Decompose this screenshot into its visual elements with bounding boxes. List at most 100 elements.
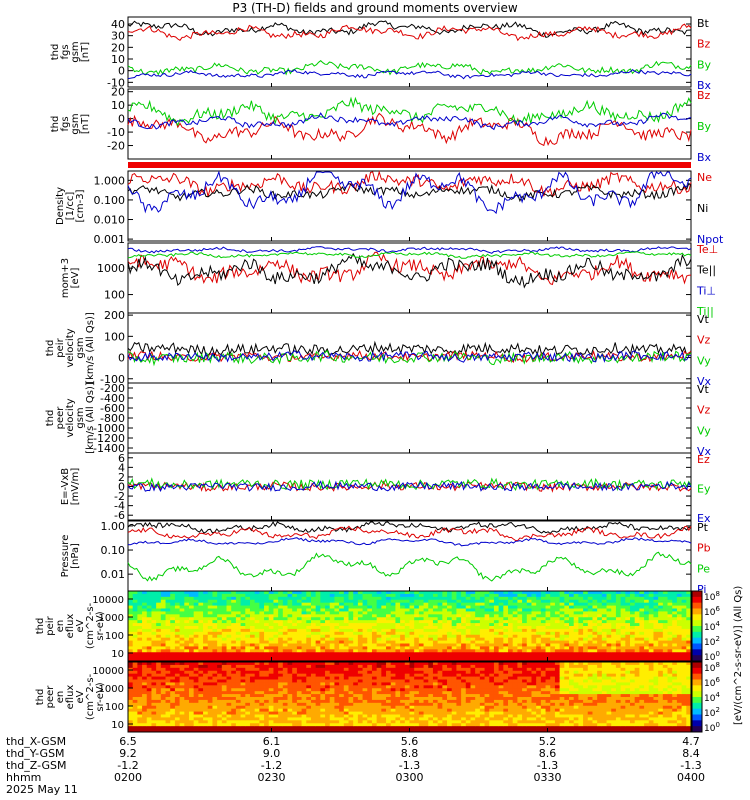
spectrogram-cell: [634, 637, 640, 641]
spectrogram-cell: [573, 599, 579, 604]
spectrogram-cell: [235, 714, 241, 718]
spectrogram-cell: [132, 667, 138, 672]
spectrogram-cell: [254, 626, 260, 630]
spectrogram-cell: [137, 685, 143, 689]
spectrogram-cell: [212, 717, 218, 721]
spectrogram-cell: [540, 605, 546, 609]
spectrogram-cell: [390, 611, 396, 615]
spectrogram-cell: [156, 593, 162, 598]
ylabel-line: mom+3: [60, 258, 71, 298]
spectrogram-cell: [198, 685, 204, 689]
spectrogram-cell: [526, 602, 532, 606]
spectrogram-cell: [648, 637, 654, 641]
spectrogram-cell: [672, 634, 678, 639]
spectrogram-cell: [268, 593, 274, 598]
spectrogram-cell: [226, 596, 232, 601]
spectrogram-cell: [400, 602, 406, 606]
spectrogram-cell: [573, 596, 579, 601]
spectrogram-cell: [686, 631, 692, 636]
spectrogram-cell: [329, 649, 335, 653]
spectrogram-cell: [686, 596, 692, 601]
spectrogram-cell: [456, 634, 462, 639]
spectrogram-cell: [296, 717, 302, 721]
legend-Pi: Pi: [697, 583, 706, 596]
spectrogram-cell: [132, 593, 138, 598]
spectrogram-cell: [296, 649, 302, 653]
spectrogram-cell: [174, 676, 181, 680]
spectrogram-cell: [447, 649, 453, 653]
spectrogram-cell: [310, 623, 317, 627]
spectrogram-cell: [583, 608, 589, 612]
spectrogram-cell: [142, 667, 148, 672]
spectrogram-cell: [404, 602, 410, 606]
spectrogram-cell: [484, 702, 490, 707]
spectrogram-cell: [179, 662, 185, 666]
spectrogram-cell: [240, 685, 246, 689]
spectrogram-cell: [212, 697, 218, 701]
spectrogram-cell: [259, 658, 265, 662]
spectrogram-cell: [540, 608, 546, 612]
spectrogram-cell: [353, 634, 359, 639]
spectrogram-cell: [301, 614, 307, 618]
spectrogram-cell: [404, 614, 410, 618]
spectrogram-cell: [249, 626, 256, 630]
spectrogram-cell: [339, 611, 345, 615]
spectrogram-cell: [235, 605, 241, 609]
spectrogram-cell: [432, 593, 439, 598]
spectrogram-cell: [531, 637, 537, 641]
spectrogram-cell: [540, 620, 546, 624]
spectrogram-cell: [343, 649, 349, 653]
spectrogram-cell: [512, 593, 518, 598]
spectrogram-cell: [287, 658, 293, 662]
spectrogram-cell: [193, 720, 199, 724]
spectrogram-cell: [264, 626, 270, 630]
spectrogram-cell: [461, 697, 467, 701]
spectrogram-cell: [142, 662, 148, 666]
spectrogram-cell: [498, 637, 504, 641]
spectrogram-cell: [151, 711, 157, 715]
spectrogram-cell: [198, 640, 204, 644]
spectrogram-cell: [156, 599, 162, 604]
spectrogram-cell: [432, 694, 439, 698]
spectrogram-cell: [479, 602, 485, 606]
spectrogram-cell: [198, 652, 204, 656]
spectrogram-cell: [132, 726, 138, 730]
spectrogram-cell: [648, 591, 654, 595]
spectrogram-cell: [550, 637, 556, 641]
spectrogram-cell: [611, 658, 617, 662]
spectrogram-cell: [315, 708, 321, 712]
ytick-label: 0.10: [101, 544, 126, 557]
spectrogram-cell: [400, 688, 406, 692]
spectrogram-cell: [456, 605, 462, 609]
spectrogram-cell: [160, 717, 166, 721]
spectrogram-cell: [461, 708, 467, 712]
spectrogram-cell: [362, 699, 368, 704]
spectrogram-cell: [484, 626, 490, 630]
spectrogram-cell: [667, 637, 673, 641]
spectrogram-cell: [437, 711, 443, 715]
spectrogram-cell: [390, 682, 396, 686]
spectrogram-cell: [404, 705, 410, 710]
spectrogram-cell: [470, 662, 476, 666]
spectrogram-cell: [423, 593, 429, 598]
spectrogram-cell: [597, 640, 603, 644]
spectrogram-cell: [479, 596, 485, 601]
spectrogram-cell: [428, 649, 434, 653]
spectrogram-cell: [212, 611, 218, 615]
spectrogram-cell: [334, 685, 340, 689]
spectrogram-cell: [362, 729, 368, 733]
spectrogram-cell: [188, 673, 195, 677]
spectrogram-cell: [320, 602, 326, 606]
spectrogram-cell: [414, 649, 420, 653]
spectrogram-cell: [278, 596, 284, 601]
spectrogram-cell: [367, 652, 373, 656]
spectrogram-cell: [268, 685, 274, 689]
spectrogram-cell: [296, 599, 302, 604]
spectrogram-cell: [292, 711, 298, 715]
spectrogram-cell: [353, 614, 359, 618]
spectrogram-cell: [447, 646, 453, 650]
spectrogram-cell: [282, 628, 288, 633]
spectrogram-cell: [128, 667, 134, 672]
spectrogram-cell: [207, 605, 213, 609]
spectrogram-cell: [611, 637, 617, 641]
